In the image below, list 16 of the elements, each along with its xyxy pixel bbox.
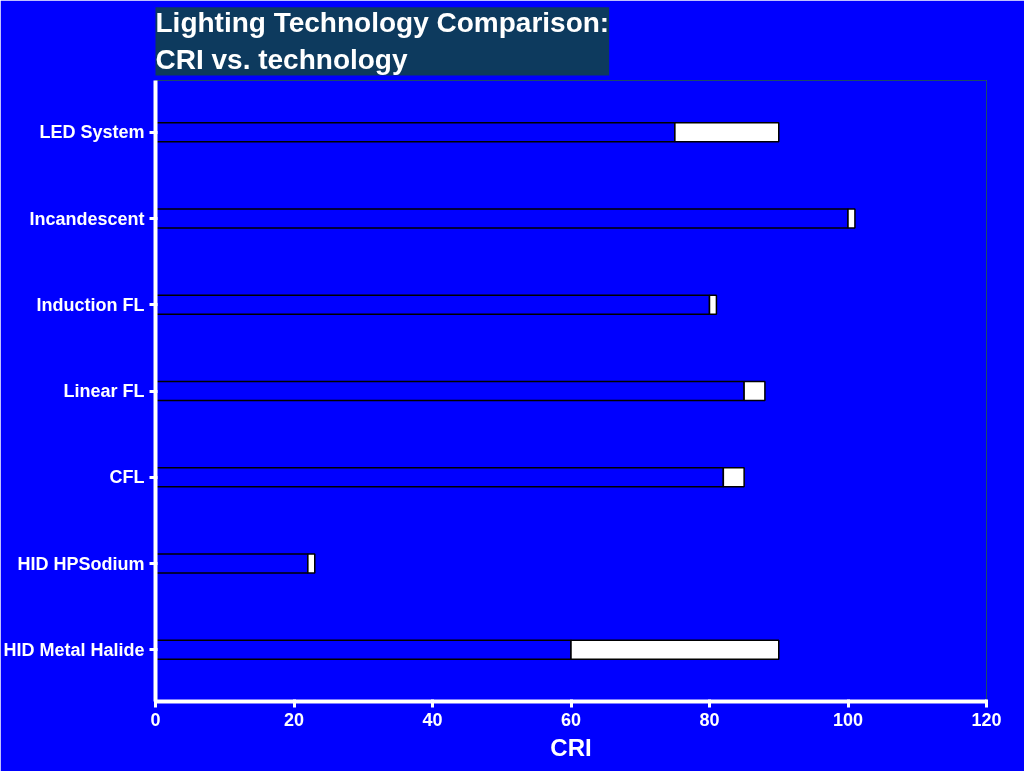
y-tick-label: HID Metal Halide xyxy=(3,639,145,660)
x-tick-label: 40 xyxy=(422,709,443,730)
x-axis-title: CRI xyxy=(550,733,592,761)
y-tick-label: CFL xyxy=(109,467,145,488)
y-tick-label: Linear FL xyxy=(63,381,145,401)
y-tick-label: Incandescent xyxy=(29,208,145,229)
y-tick-label: HID HPSodium xyxy=(17,553,145,574)
x-tick-label: 20 xyxy=(283,709,305,730)
x-tick-label: 60 xyxy=(560,709,582,730)
x-tick-label: 120 xyxy=(971,709,1002,730)
chart-title: Lighting Technology Comparison: CRI vs. technology xyxy=(155,7,610,76)
x-tick-label: 80 xyxy=(699,709,720,730)
y-tick-label: LED System xyxy=(39,122,145,143)
x-tick-label: 100 xyxy=(832,709,864,730)
y-tick-label: Induction FL xyxy=(36,294,145,315)
x-tick-label: 0 xyxy=(150,709,161,730)
